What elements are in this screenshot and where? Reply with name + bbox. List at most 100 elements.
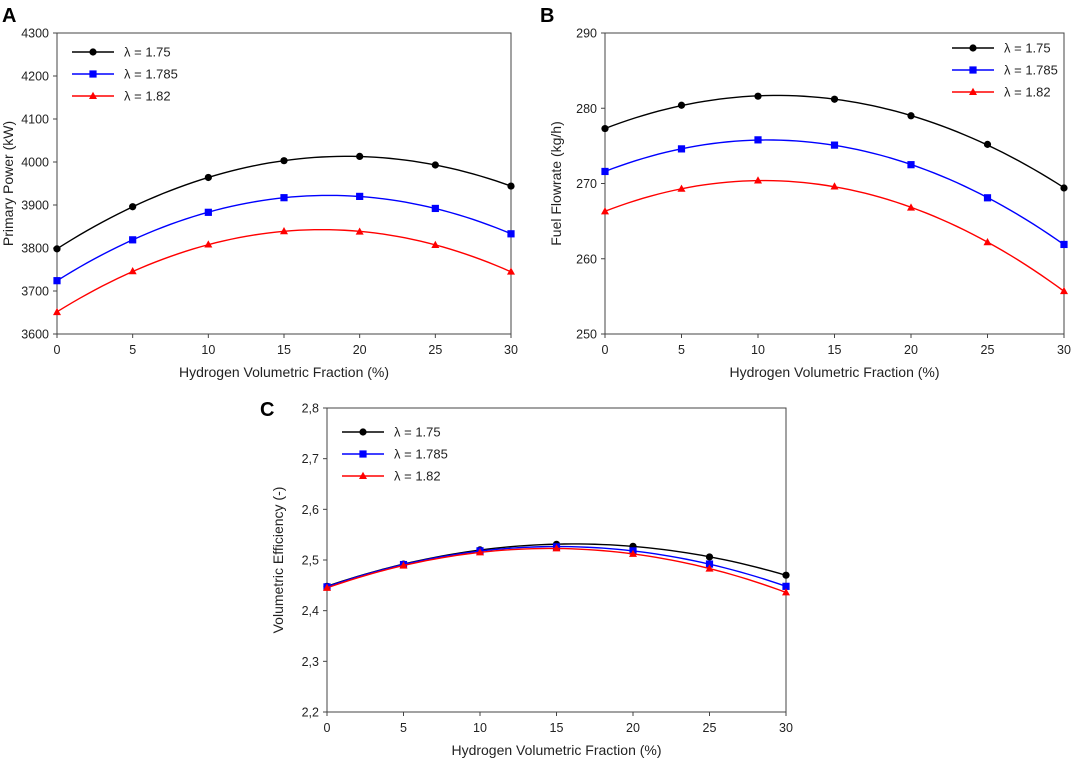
series-1-point-1	[677, 101, 686, 109]
series-3-point-5	[705, 564, 714, 572]
series-1-point-2	[204, 173, 212, 182]
series-2-line	[604, 139, 1065, 246]
series-1-point-3	[830, 95, 839, 103]
y-tick-label: 280	[576, 102, 597, 116]
series-1-point-5	[983, 140, 992, 148]
x-tick-label: 30	[779, 721, 793, 735]
x-tick-label: 15	[550, 721, 564, 735]
series-3-point-5	[983, 237, 992, 246]
x-tick-label: 25	[703, 721, 717, 735]
series-1-point-1	[129, 203, 137, 211]
series-1-point-6	[1060, 184, 1068, 192]
series-3-point-3	[830, 182, 839, 190]
x-tick-label: 20	[904, 343, 918, 357]
series-2-line	[56, 194, 512, 282]
series-1-point-5	[705, 553, 714, 561]
series-1-point-4	[907, 112, 915, 120]
legend-3-point-0	[89, 91, 97, 99]
series-3-point-6	[507, 267, 515, 275]
series-1-point-6	[782, 571, 790, 579]
series-2-point-0	[601, 167, 609, 176]
series-3-point-3	[552, 544, 561, 552]
series-1-point-2	[754, 92, 762, 100]
series-3-point-4	[907, 203, 915, 211]
x-tick-label: 15	[828, 343, 842, 357]
series-3-point-6	[782, 588, 790, 596]
series-3-point-0	[323, 583, 331, 591]
series-3-point-6	[1060, 286, 1068, 295]
y-tick-label: 4300	[21, 27, 49, 41]
y-tick-label: 4200	[21, 70, 49, 84]
legend-3-point-0	[359, 471, 367, 479]
y-tick-label: 2,2	[302, 706, 319, 720]
series-3-point-0	[53, 307, 61, 316]
series-1-point-3	[280, 157, 288, 165]
y-tick-label: 2,7	[302, 452, 319, 466]
y-tick-label: 3600	[21, 328, 49, 342]
y-tick-label: 250	[576, 328, 597, 342]
legend-2-point-0	[89, 70, 97, 78]
legend-1-point-0	[969, 44, 977, 52]
x-tick-label: 10	[201, 343, 215, 357]
series-3-line	[326, 547, 787, 594]
panel-label-a: A	[2, 5, 16, 27]
series-3-point-4	[629, 549, 637, 557]
series-3-point-4	[355, 227, 364, 235]
series-2-point-1	[129, 236, 137, 244]
series-2-point-5	[705, 560, 714, 568]
panel-label-c: C	[260, 399, 274, 421]
series-2-point-5	[983, 194, 992, 202]
y-tick-label: 260	[576, 252, 597, 266]
x-tick-label: 25	[981, 343, 995, 357]
x-tick-label: 20	[353, 343, 367, 357]
panel-label-b: B	[540, 5, 554, 27]
legend-label-3: λ = 1.82	[124, 89, 171, 104]
y-tick-label: 3800	[21, 242, 49, 256]
y-tick-label: 3700	[21, 285, 49, 299]
x-tick-label: 30	[504, 343, 518, 357]
series-1-point-6	[507, 182, 515, 190]
x-tick-label: 0	[54, 343, 61, 357]
legend-label-2: λ = 1.785	[124, 67, 178, 82]
y-tick-label: 2,5	[302, 554, 319, 568]
chart-fuel-flowrate: 0 5 10 15 20 25 30 250 260 270 280 290 Hydrogen Volu…	[548, 27, 1071, 381]
series-1-point-5	[431, 161, 439, 169]
y-tick-label: 4100	[21, 113, 49, 127]
series-3-point-1	[677, 184, 686, 192]
x-tick-label: 25	[428, 343, 442, 357]
x-axis-label: Hydrogen Volumetric Fraction (%)	[729, 364, 939, 380]
x-tick-label: 0	[324, 721, 331, 735]
series-1-point-0	[53, 245, 61, 253]
series-3-line	[604, 179, 1065, 292]
series-2-point-4	[356, 192, 364, 200]
x-tick-label: 15	[277, 343, 291, 357]
x-tick-label: 0	[602, 343, 609, 357]
x-tick-label: 10	[751, 343, 765, 357]
series-1-point-4	[356, 152, 364, 161]
series-1-line	[56, 155, 512, 250]
series-3-point-2	[754, 176, 762, 184]
x-axis-label: Hydrogen Volumetric Fraction (%)	[179, 364, 389, 380]
chart-primary-power: 0 5 10 15 20 25 30 3600 3700 3800 3900 4000 4100 4200…	[0, 27, 518, 381]
series-2-point-2	[204, 208, 212, 216]
y-tick-label: 2,8	[302, 402, 319, 416]
y-axis-label: Fuel Flowrate (kg/h)	[548, 121, 564, 245]
chart-volumetric-efficiency: 0 5 10 15 20 25 30 2,2 2,3 2,4 2,5 2,6 2,7 2,8 Hydroge…	[270, 402, 793, 759]
legend-label-3: λ = 1.82	[394, 469, 441, 484]
legend-label-1: λ = 1.75	[394, 425, 441, 440]
series-1-point-0	[601, 124, 609, 133]
legend-label-2: λ = 1.785	[1004, 63, 1058, 78]
series-3-point-1	[399, 561, 408, 569]
legend-label-1: λ = 1.75	[124, 45, 171, 60]
legend-label-3: λ = 1.82	[1004, 85, 1051, 100]
series-2-point-6	[1060, 240, 1068, 249]
y-tick-label: 290	[576, 27, 597, 41]
series-3-line	[56, 228, 512, 313]
y-tick-label: 3900	[21, 199, 49, 213]
series-3-point-3	[280, 227, 288, 235]
series-2-point-0	[53, 277, 61, 285]
series-3-point-2	[204, 240, 213, 248]
y-axis-label: Primary Power (kW)	[0, 121, 16, 246]
series-2-point-5	[431, 204, 439, 213]
